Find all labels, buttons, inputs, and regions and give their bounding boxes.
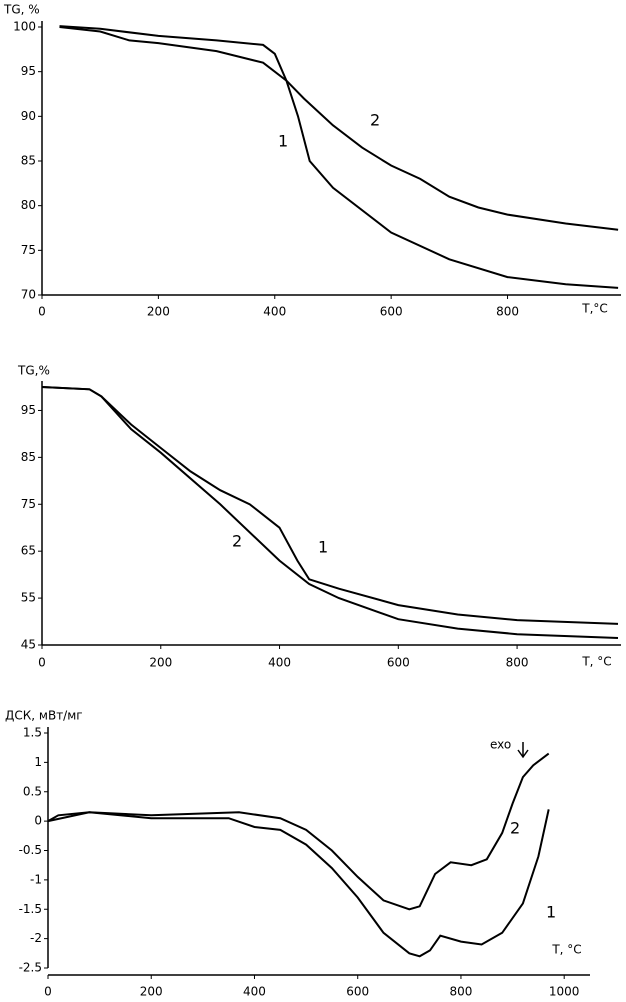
y-tick-label: -2.5 bbox=[19, 961, 42, 975]
x-tick-label: 1000 bbox=[549, 985, 580, 999]
x-tick-label: 200 bbox=[140, 985, 163, 999]
title: TG,% bbox=[17, 364, 50, 378]
y-tick-label: 85 bbox=[21, 154, 36, 168]
series-label: 1 bbox=[278, 132, 288, 151]
x-tick-label: 800 bbox=[496, 305, 519, 319]
exo-arrow bbox=[517, 742, 529, 759]
x-tick-label: 400 bbox=[268, 656, 291, 670]
x-tick-label: 600 bbox=[387, 656, 410, 670]
x-axis-label: T, °C bbox=[581, 655, 611, 669]
y-tick-label: 100 bbox=[13, 20, 36, 34]
series-label: 2 bbox=[232, 532, 242, 551]
y-tick-label: 95 bbox=[21, 64, 36, 78]
y-tick-label: 0 bbox=[34, 814, 42, 828]
y-tick-label: 95 bbox=[21, 403, 36, 417]
y-tick-label: -2 bbox=[30, 931, 42, 945]
y-tick-label: 1 bbox=[34, 755, 42, 769]
x-tick-label: 200 bbox=[149, 656, 172, 670]
y-tick-label: 90 bbox=[21, 109, 36, 123]
series-line bbox=[47, 752, 550, 911]
annotation: exo bbox=[490, 738, 511, 752]
x-tick-label: 0 bbox=[38, 656, 46, 670]
y-tick-label: -0.5 bbox=[19, 843, 42, 857]
x-tick-label: 600 bbox=[346, 985, 369, 999]
y-tick-label: 55 bbox=[21, 591, 36, 605]
y-tick-label: -1 bbox=[30, 872, 42, 886]
y-tick-label: -1.5 bbox=[19, 902, 42, 916]
x-tick-label: 0 bbox=[38, 305, 46, 319]
series-label: 2 bbox=[370, 111, 380, 130]
x-tick-label: 600 bbox=[380, 305, 403, 319]
y-tick-label: 70 bbox=[21, 288, 36, 302]
y-tick-label: 1.5 bbox=[23, 726, 42, 740]
series-line bbox=[59, 26, 619, 231]
series-label: 2 bbox=[510, 819, 520, 838]
series-line bbox=[59, 25, 619, 289]
title: ДСК, мВт/мг bbox=[5, 709, 83, 723]
x-tick-label: 200 bbox=[147, 305, 170, 319]
x-tick-label: 400 bbox=[243, 985, 266, 999]
y-tick-label: 75 bbox=[21, 243, 36, 257]
x-tick-label: 400 bbox=[263, 305, 286, 319]
x-axis-label: T,°C bbox=[581, 302, 608, 316]
y-tick-label: 0.5 bbox=[23, 784, 42, 798]
title: TG, % bbox=[3, 3, 40, 17]
y-tick-label: 45 bbox=[21, 638, 36, 652]
y-tick-label: 80 bbox=[21, 198, 36, 212]
series-label: 1 bbox=[546, 903, 556, 922]
series-line bbox=[41, 386, 619, 625]
y-tick-label: 85 bbox=[21, 450, 36, 464]
series-line bbox=[47, 809, 550, 958]
y-tick-label: 65 bbox=[21, 544, 36, 558]
x-tick-label: 800 bbox=[449, 985, 472, 999]
x-tick-label: 800 bbox=[506, 656, 529, 670]
x-tick-label: 0 bbox=[44, 985, 52, 999]
x-axis-label: T, °C bbox=[551, 943, 581, 957]
series-line bbox=[41, 386, 619, 639]
series-label: 1 bbox=[318, 538, 328, 557]
y-tick-label: 75 bbox=[21, 497, 36, 511]
